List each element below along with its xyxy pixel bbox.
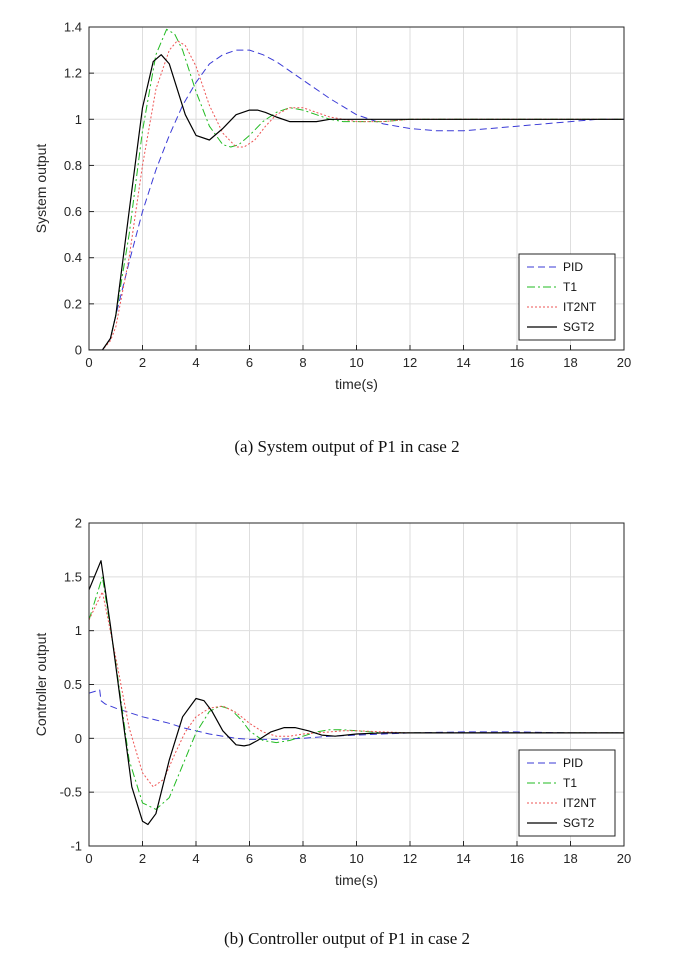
y-tick-label: 0.2 (64, 296, 82, 311)
x-tick-label: 8 (299, 851, 306, 866)
x-axis-label: time(s) (335, 376, 378, 392)
x-tick-label: 0 (85, 355, 92, 370)
y-tick-label: 0 (75, 731, 82, 746)
x-tick-label: 12 (403, 355, 417, 370)
y-tick-label: 0 (75, 343, 82, 358)
legend: PID T1 IT2NT SGT2 (518, 253, 616, 341)
x-tick-label: 16 (510, 851, 524, 866)
x-tick-label: 18 (563, 851, 577, 866)
x-tick-label: 20 (617, 851, 631, 866)
x-tick-label: 18 (563, 355, 577, 370)
x-tick-label: 16 (510, 355, 524, 370)
x-tick-label: 10 (349, 851, 363, 866)
legend-label-pid: PID (563, 260, 583, 274)
x-tick-label: 6 (246, 355, 253, 370)
legend-label-pid: PID (563, 756, 583, 770)
x-axis-label: time(s) (335, 872, 378, 888)
plot-frame (88, 26, 625, 351)
legend-label-t1: T1 (563, 280, 577, 294)
y-tick-label: 2 (75, 516, 82, 531)
y-axis-label: System output (33, 144, 49, 234)
legend: PID T1 IT2NT SGT2 (518, 749, 616, 837)
legend-box (518, 749, 616, 837)
series-line-sgt2 (89, 560, 624, 826)
y-tick-label: 0.6 (64, 204, 82, 219)
caption-controller-output: (b) Controller output of P1 in case 2 (224, 929, 470, 948)
y-tick-label: -1 (70, 839, 82, 854)
y-tick-label: 0.4 (64, 250, 82, 265)
plot-frame (88, 522, 625, 847)
series-line-t1 (89, 28, 624, 350)
x-tick-label: 14 (456, 851, 470, 866)
legend-label-it2nt: IT2NT (563, 796, 597, 810)
x-tick-label: 4 (192, 355, 199, 370)
legend-box (518, 253, 616, 341)
legend-label-sgt2: SGT2 (563, 320, 595, 334)
x-tick-label: 4 (192, 851, 199, 866)
legend-label-t1: T1 (563, 776, 577, 790)
y-tick-label: 1.2 (64, 66, 82, 81)
x-tick-label: 10 (349, 355, 363, 370)
y-tick-label: 1 (75, 623, 82, 638)
x-tick-label: 20 (617, 355, 631, 370)
y-tick-label: -0.5 (60, 785, 82, 800)
x-tick-label: 12 (403, 851, 417, 866)
series-line-pid (89, 49, 624, 350)
series-line-it2nt (89, 40, 624, 350)
y-tick-label: 0.8 (64, 158, 82, 173)
system-output-chart: 0 2 4 6 8 10 12 14 16 18 20 0 0.2 0.4 0.6 0.8 1 1.2 1.4 tim… (33, 20, 631, 393)
y-axis-label: Controller output (33, 633, 49, 737)
legend-label-it2nt: IT2NT (563, 300, 597, 314)
y-tick-label: 0.5 (64, 677, 82, 692)
x-tick-label: 14 (456, 355, 470, 370)
x-tick-label: 2 (139, 851, 146, 866)
y-tick-label: 1 (75, 112, 82, 127)
series-line-sgt2 (89, 54, 624, 350)
x-tick-label: 8 (299, 355, 306, 370)
x-tick-label: 6 (246, 851, 253, 866)
y-tick-label: 1.4 (64, 20, 82, 35)
y-tick-label: 1.5 (64, 569, 82, 584)
controller-output-chart: 0 2 4 6 8 10 12 14 16 18 20 -1 -0.5 0 0.5 1 1.5 2 time(s) C… (33, 516, 631, 889)
caption-system-output: (a) System output of P1 in case 2 (234, 437, 460, 456)
x-tick-label: 2 (139, 355, 146, 370)
x-tick-label: 0 (85, 851, 92, 866)
legend-label-sgt2: SGT2 (563, 816, 595, 830)
